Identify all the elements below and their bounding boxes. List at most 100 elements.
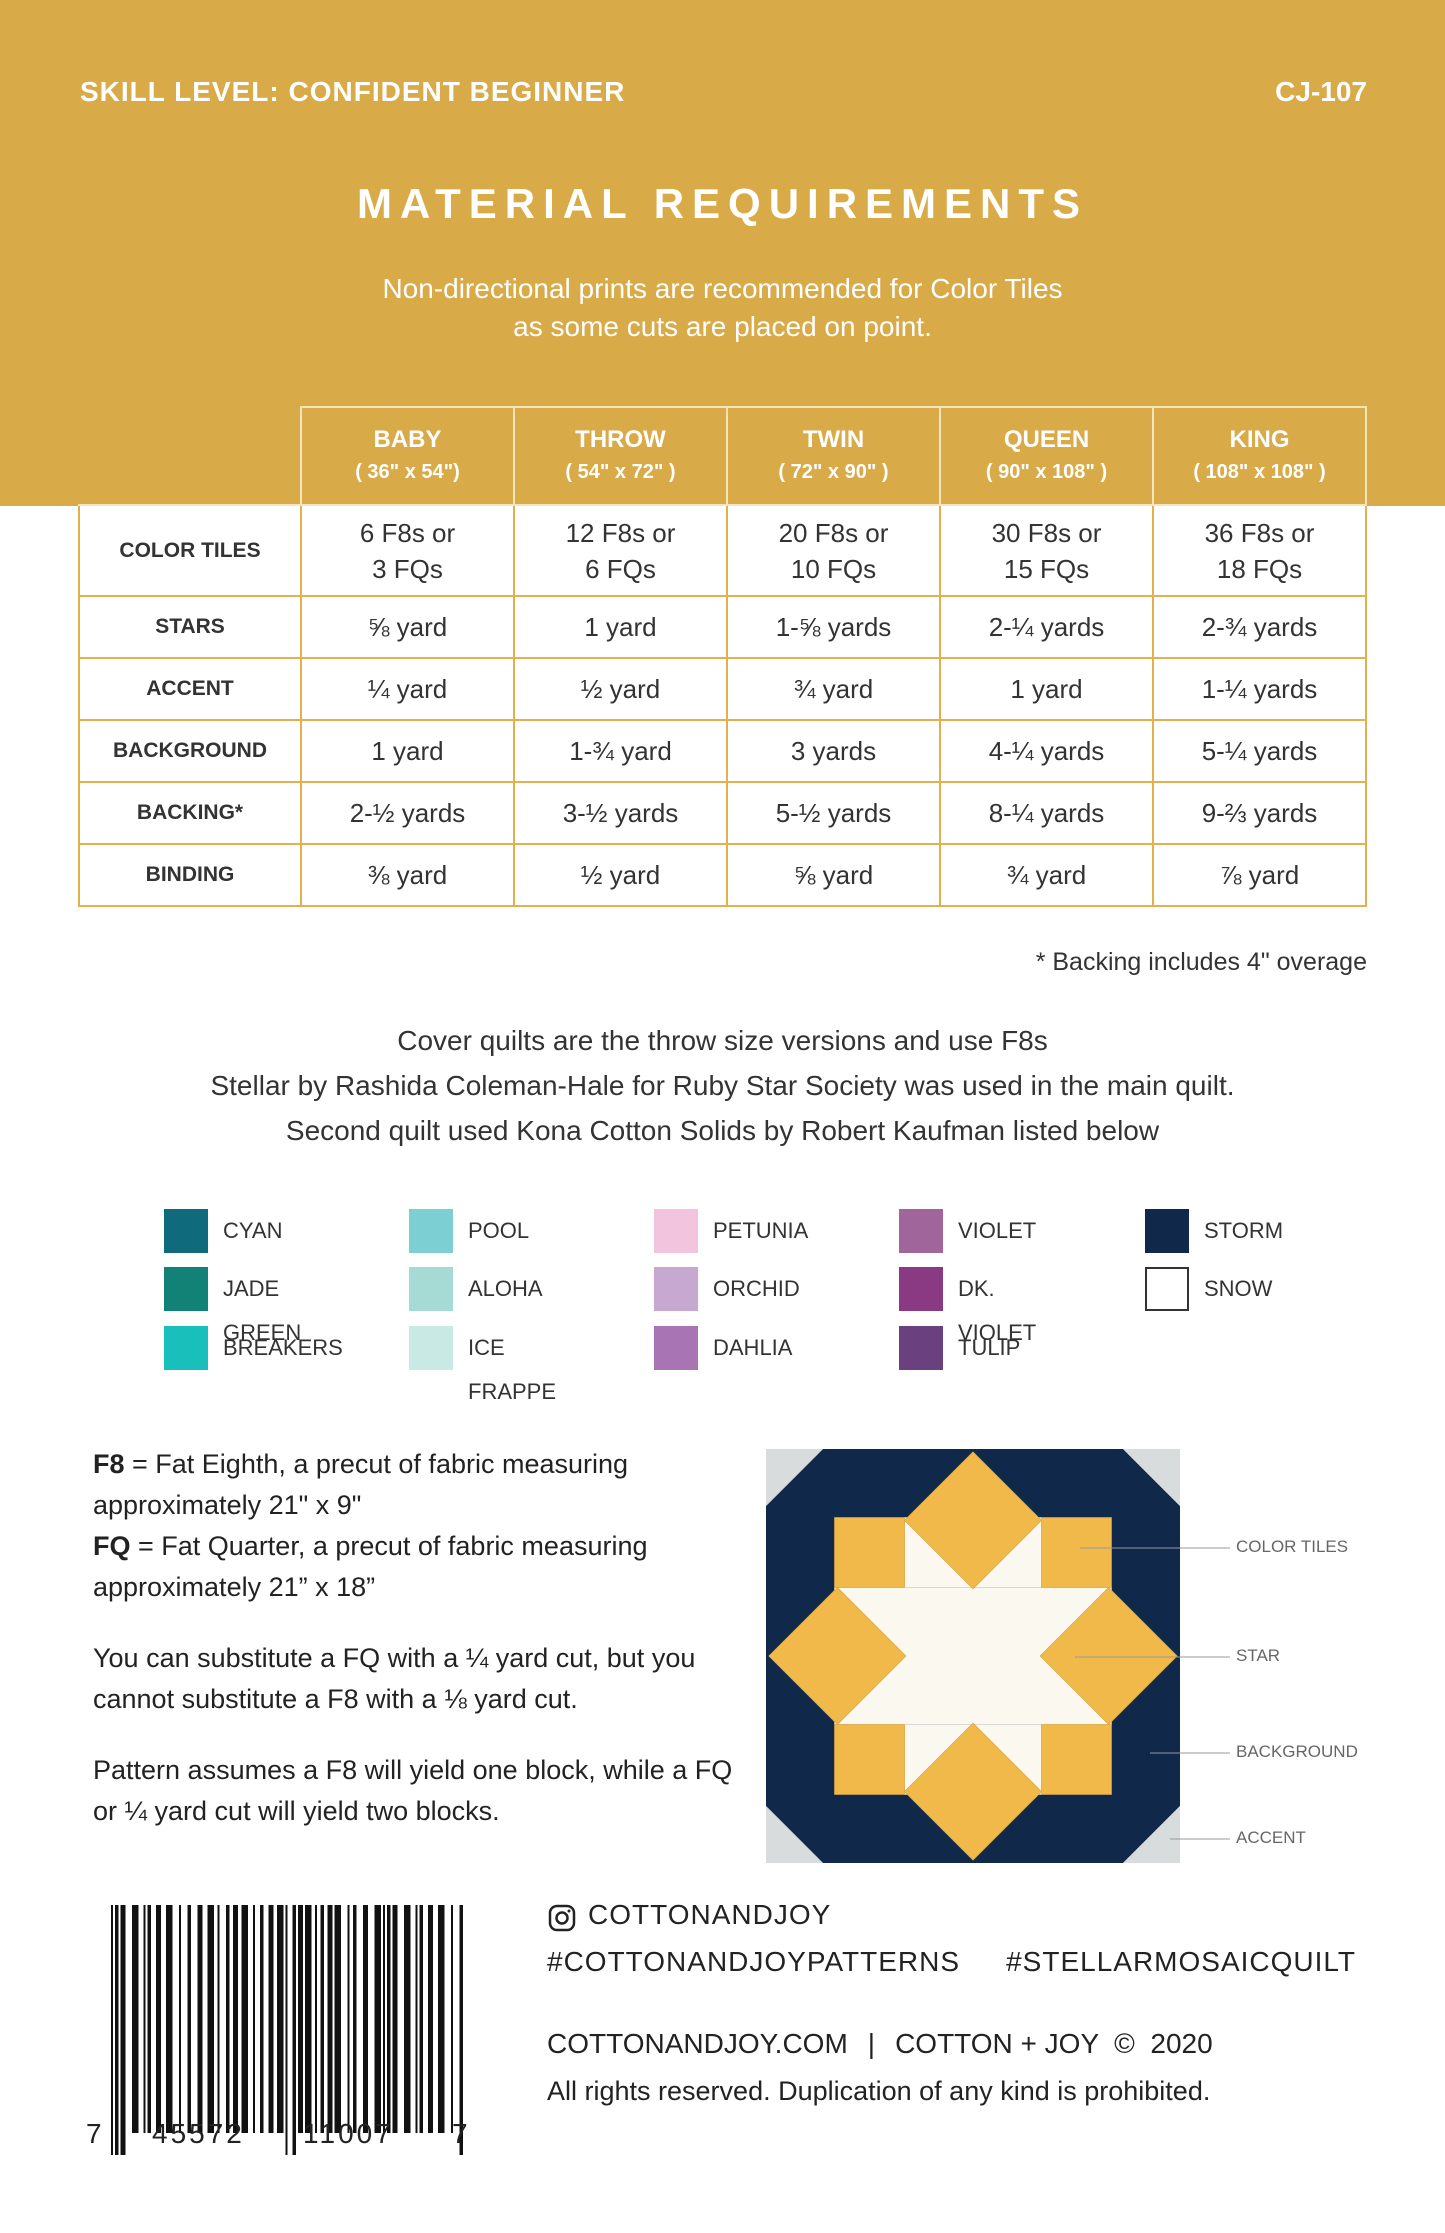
note-line: Second quilt used Kona Cotton Solids by … xyxy=(285,1115,1160,1146)
bar-line xyxy=(179,1905,181,2133)
table-row: ACCENT ¼ yard ½ yard ¾ yard 1 yard 1-¼ yards xyxy=(78,657,1367,721)
bar-line xyxy=(419,1905,423,2133)
color-name: POOL xyxy=(468,1218,530,1243)
color-name: DK. VIOLET xyxy=(958,1276,1037,1345)
cell: ½ yard xyxy=(513,843,728,907)
bar-line xyxy=(132,1905,139,2133)
bar-line xyxy=(268,1905,274,2133)
bar-line xyxy=(415,1905,418,2133)
bar-line xyxy=(233,1905,238,2133)
barcode-digit: 45572 xyxy=(152,2118,245,2149)
definition: FQ = Fat Quarter, a precut of fabric mea… xyxy=(93,1526,743,1608)
bar-line xyxy=(353,1905,357,2133)
bar-line xyxy=(207,1905,214,2133)
website[interactable]: COTTONANDJOY.COM xyxy=(547,2028,848,2059)
size-dimensions: ( 90" x 108" ) xyxy=(985,461,1108,483)
footnote: * Backing includes 4" overage xyxy=(1035,948,1367,976)
size-dimensions: ( 72" x 90" ) xyxy=(778,461,889,483)
cell: ¾ yard xyxy=(939,843,1154,907)
intro-line: as some cuts are placed on point. xyxy=(513,311,932,342)
size-name: KING xyxy=(1229,426,1290,453)
color-swatch xyxy=(164,1267,208,1311)
cell: 1-¾ yard xyxy=(513,719,728,783)
barcode-digit: 7 xyxy=(452,2118,471,2149)
bar-line xyxy=(260,1905,264,2133)
bar-line xyxy=(320,1905,324,2133)
definition: F8 = Fat Eighth, a precut of fabric meas… xyxy=(93,1444,743,1526)
color-name: JADE GREEN xyxy=(223,1276,302,1345)
intro-line: Non-directional prints are recommended f… xyxy=(382,273,1063,304)
cell: 5-½ yards xyxy=(726,781,941,845)
color-name: ORCHID xyxy=(713,1276,800,1301)
rights: All rights reserved. Duplication of any … xyxy=(547,2076,1211,2106)
table-row: BINDING ⅜ yard ½ yard ⅝ yard ¾ yard ⅞ yard xyxy=(78,843,1367,907)
size-dimensions: ( 36" x 54") xyxy=(355,461,460,483)
cell: 2-½ yards xyxy=(300,781,515,845)
column-header: TWIN ( 72" x 90" ) xyxy=(726,406,941,506)
color-swatch xyxy=(409,1267,453,1311)
intro: Non-directional prints are recommended f… xyxy=(0,270,1445,346)
cell: ½ yard xyxy=(513,657,728,721)
size-name: BABY xyxy=(373,426,442,453)
color-swatch xyxy=(409,1209,453,1253)
cell: 1-¼ yards xyxy=(1152,657,1367,721)
color-swatch xyxy=(654,1267,698,1311)
cell: 12 F8s or 6 FQs xyxy=(513,504,728,597)
bar-line xyxy=(459,1905,463,2155)
column-header: THROW ( 54" x 72" ) xyxy=(513,406,728,506)
bar-line xyxy=(143,1905,146,2133)
row-label: STARS xyxy=(78,595,302,659)
bar-line xyxy=(147,1905,151,2133)
paragraph: Pattern assumes a F8 will yield one bloc… xyxy=(93,1755,733,1826)
size-name: QUEEN xyxy=(1003,426,1090,453)
barcode-digit: 7 xyxy=(86,2118,105,2149)
bar-line xyxy=(197,1905,203,2133)
diagram-label: COLOR TILES xyxy=(1236,1537,1349,1556)
cell: 2-¾ yards xyxy=(1152,595,1367,659)
barcode xyxy=(111,1905,463,2155)
color-name: BREAKERS xyxy=(223,1335,343,1360)
bar-line xyxy=(334,1905,341,2133)
color-swatch xyxy=(654,1209,698,1253)
size-dimensions: ( 54" x 72" ) xyxy=(565,461,676,483)
cell: 1 yard xyxy=(939,657,1154,721)
pattern-code: CJ-107 xyxy=(1275,76,1367,107)
color-swatch xyxy=(899,1209,943,1253)
row-label: COLOR TILES xyxy=(78,504,302,597)
hashtag: #STELLARMOSAICQUILT xyxy=(1006,1946,1356,1977)
bar-line xyxy=(392,1905,398,2133)
definition-text: = Fat Eighth, a precut of fabric measuri… xyxy=(93,1449,629,1520)
color-swatch xyxy=(1145,1209,1189,1253)
row-label: BINDING xyxy=(78,843,302,907)
bar-line xyxy=(404,1905,411,2133)
size-name: THROW xyxy=(575,426,666,453)
table-row: COLOR TILES 6 F8s or 3 FQs 12 F8s or 6 FQs… xyxy=(78,504,1367,597)
cell: 1 yard xyxy=(513,595,728,659)
cell: 4-¼ yards xyxy=(939,719,1154,783)
bar-line xyxy=(305,1905,312,2133)
bar-line xyxy=(217,1905,220,2133)
corner-cell xyxy=(79,407,302,506)
barcode-digit: 11007 xyxy=(303,2118,394,2149)
note-line: Cover quilts are the throw size versions… xyxy=(397,1025,1048,1056)
bar-line xyxy=(438,1905,445,2133)
bar-line xyxy=(241,1905,248,2133)
bar-line xyxy=(156,1905,161,2133)
color-name: CYAN xyxy=(223,1218,283,1243)
cell: 9-⅔ yards xyxy=(1152,781,1367,845)
notes: Cover quilts are the throw size versions… xyxy=(0,1018,1445,1153)
cell: ⅝ yard xyxy=(300,595,515,659)
bar-line xyxy=(374,1905,381,2133)
bar-line xyxy=(285,1905,288,2155)
bar-line xyxy=(253,1905,255,2133)
term: F8 xyxy=(93,1449,125,1479)
bar-line xyxy=(166,1905,173,2133)
cell: ⅝ yard xyxy=(726,843,941,907)
cell: 36 F8s or 18 FQs xyxy=(1152,504,1367,597)
bar-line xyxy=(187,1905,191,2133)
color-swatch xyxy=(1145,1267,1189,1311)
color-name: VIOLET xyxy=(958,1218,1037,1243)
bar-line xyxy=(428,1905,433,2133)
bar-line xyxy=(226,1905,230,2133)
